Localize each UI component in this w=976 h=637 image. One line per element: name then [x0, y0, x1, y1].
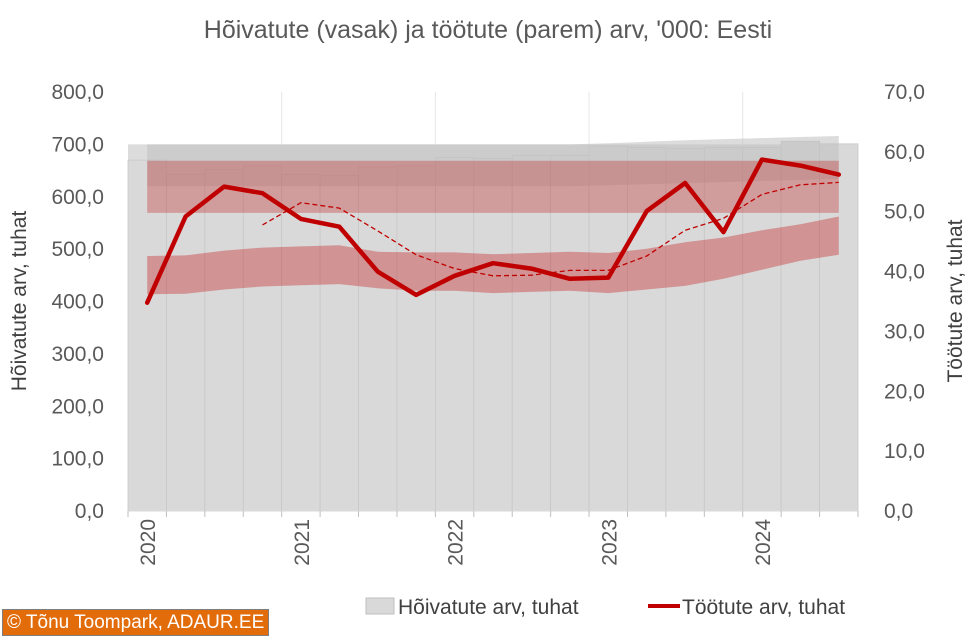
lines — [144, 157, 842, 305]
y-left-tick-5: 500,0 — [51, 238, 104, 261]
bar-2021Q3 — [358, 166, 398, 512]
y-left-tick-3: 300,0 — [51, 343, 104, 366]
band-lower-band — [147, 216, 839, 295]
y-right-tick-6: 60,0 — [884, 141, 925, 164]
y-left-tick-8: 800,0 — [51, 81, 104, 104]
x-tick-label-2020: 2020 — [137, 519, 160, 566]
y-ticks-right: 0,0 10,0 20,0 30,0 40,0 50,0 60,0 70,0 — [884, 81, 925, 523]
bar-2023Q2 — [627, 147, 667, 512]
bar-2024Q2 — [780, 140, 820, 512]
y-right-tick-1: 10,0 — [884, 440, 925, 463]
bars — [127, 140, 859, 512]
chart-title: Hõivatute (vasak) ja töötute (parem) arv… — [204, 16, 772, 44]
y-right-tick-2: 20,0 — [884, 380, 925, 403]
bar-2023Q3 — [665, 148, 705, 512]
band-top-band — [147, 136, 839, 187]
y-axis-title-left: Hõivatute arv, tuhat — [8, 211, 31, 392]
bands — [147, 136, 839, 295]
y-axis-title-right: Töötute arv, tuhat — [944, 219, 967, 382]
bar-2020Q2 — [166, 173, 206, 512]
legend: Hõivatute arv, tuhat Töötute arv, tuhat — [365, 596, 845, 619]
x-tick-label-2022: 2022 — [445, 519, 468, 566]
y-right-tick-5: 50,0 — [884, 201, 925, 224]
y-right-tick-4: 40,0 — [884, 261, 925, 284]
bar-2023Q1 — [588, 145, 628, 512]
y-right-tick-0: 0,0 — [884, 500, 913, 523]
legend-bar-label: Hõivatute arv, tuhat — [398, 596, 579, 619]
trend-line — [262, 181, 839, 277]
bar-2021Q2 — [319, 174, 359, 512]
legend-bar-swatch — [365, 597, 395, 615]
bar-2022Q4 — [550, 154, 590, 512]
y-left-tick-0: 0,0 — [75, 500, 104, 523]
y-left-tick-1: 100,0 — [51, 448, 104, 471]
y-left-tick-4: 400,0 — [51, 291, 104, 314]
x-tick-label-2024: 2024 — [752, 519, 775, 566]
bar-2024Q1 — [742, 147, 782, 512]
x-tick-label-2021: 2021 — [291, 519, 314, 566]
bar-2021Q4 — [396, 165, 436, 512]
x-ticks: 2020 2021 2022 2023 2024 — [127, 511, 859, 566]
y-left-tick-7: 700,0 — [51, 133, 104, 156]
bar-2024Q3 — [819, 143, 859, 512]
y-right-tick-7: 70,0 — [884, 81, 925, 104]
y-right-tick-3: 30,0 — [884, 320, 925, 343]
y-left-tick-2: 200,0 — [51, 395, 104, 418]
y-left-tick-6: 600,0 — [51, 186, 104, 209]
y-ticks-left: 0,0 100,0 200,0 300,0 400,0 500,0 600,0 700,0 80… — [51, 81, 104, 523]
bar-2022Q1 — [434, 157, 475, 512]
legend-line-label: Töötute arv, tuhat — [682, 596, 845, 619]
band-upper-band — [147, 160, 839, 213]
x-tick-label-2023: 2023 — [598, 519, 621, 566]
bar-2022Q3 — [511, 154, 552, 512]
credit-badge: © Tõnu Toompark, ADAUR.EE — [2, 609, 270, 636]
bar-2021Q1 — [281, 173, 321, 512]
bar-2020Q3 — [204, 169, 244, 512]
bar-2020Q4 — [242, 165, 283, 512]
